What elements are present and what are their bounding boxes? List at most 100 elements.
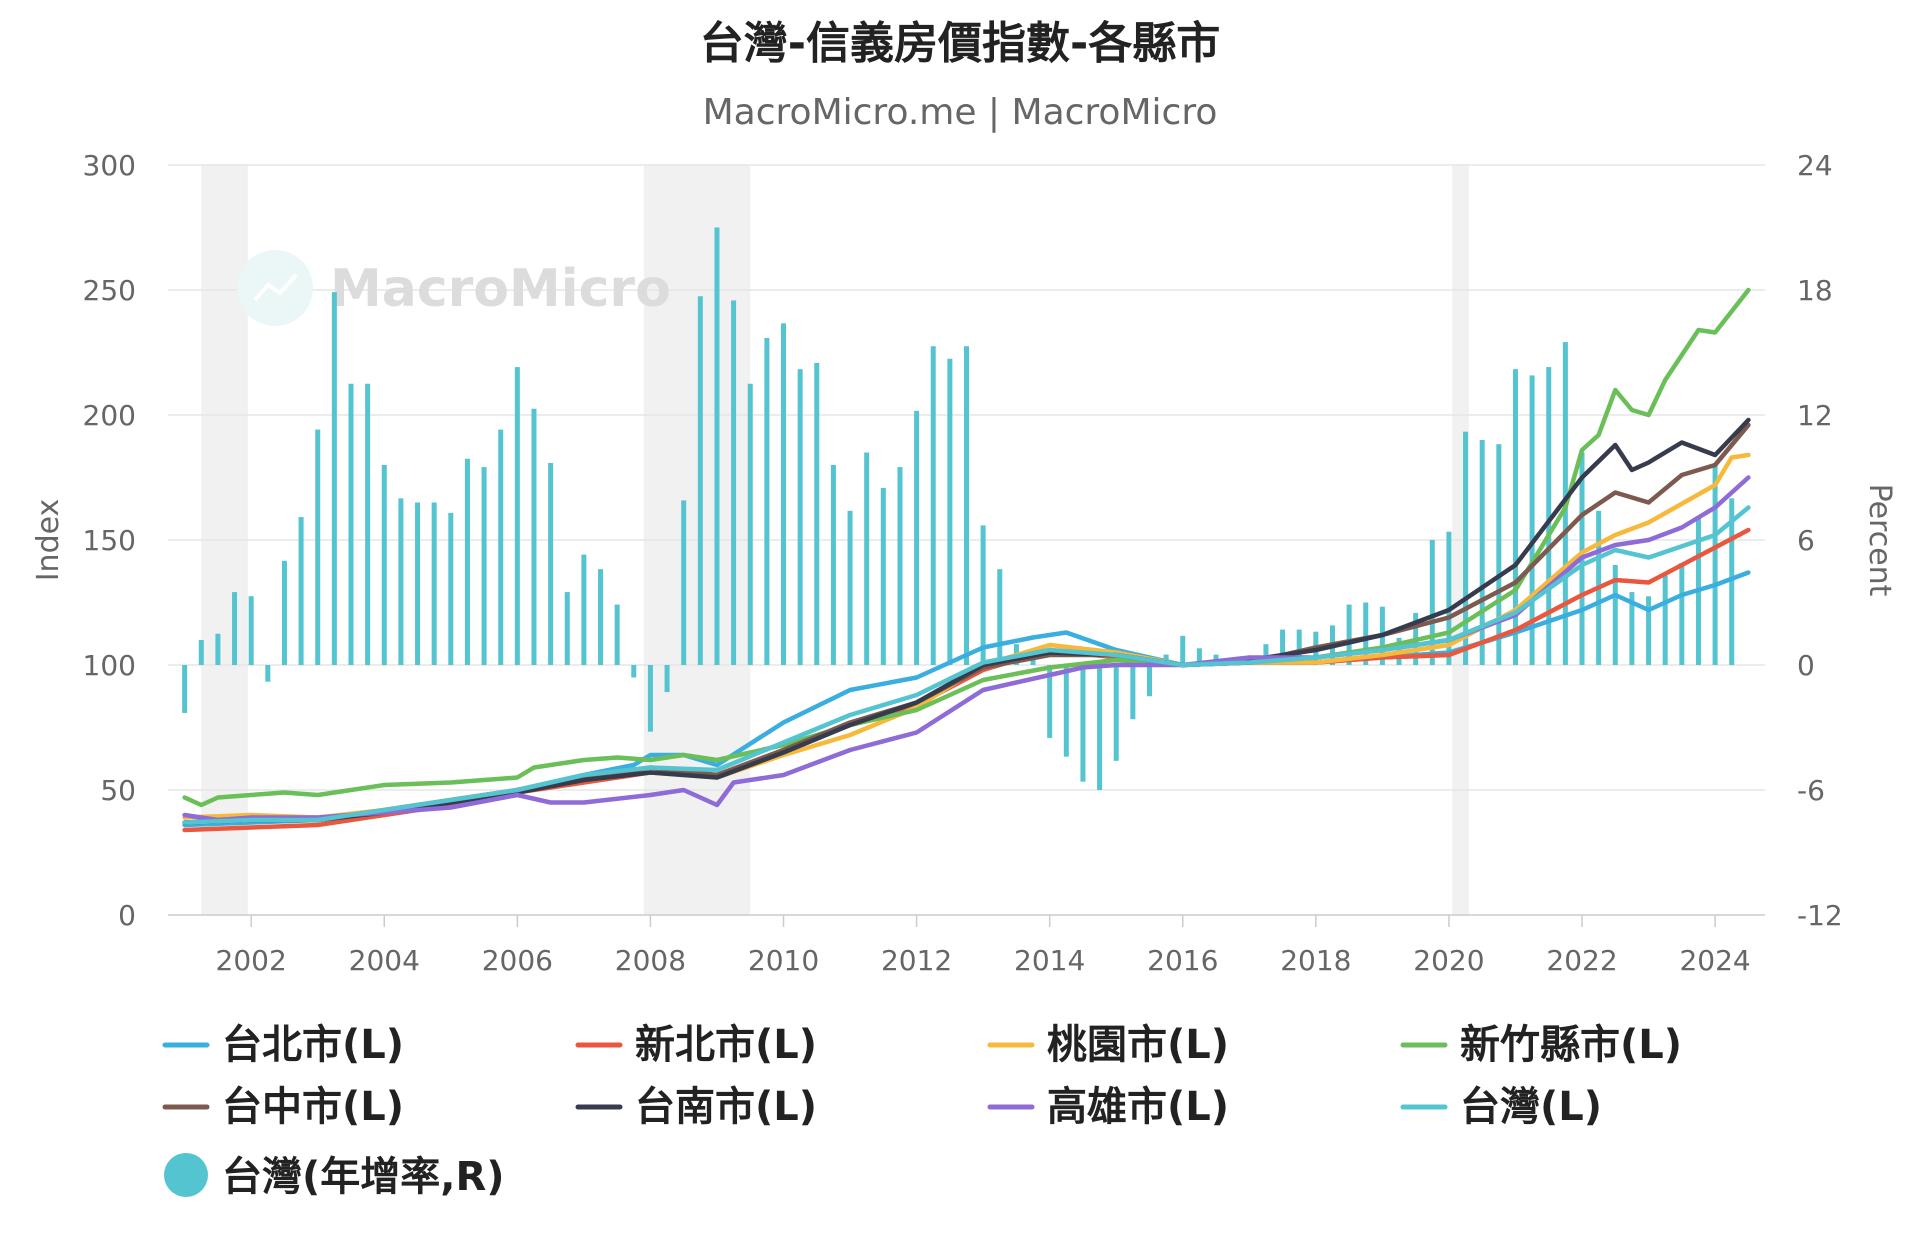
legend-label: 台北市(L) [222,1022,404,1068]
watermark: MacroMicro [237,250,671,326]
legend: 台北市(L) 新北市(L) 桃園市(L) 新竹縣市(L) 台中市(L) 台南市(L) 高雄市… [162,1022,1682,1200]
bar-yoy [1612,565,1618,665]
bar-yoy [980,525,986,665]
bar-yoy [1296,629,1302,665]
bar-yoy [1646,596,1652,665]
y-axis-left: 0 50 100 150 200 250 300 [83,149,136,932]
bar-yoy [864,452,870,665]
bar-yoy [1063,665,1069,757]
bar-yoy [997,569,1003,665]
x-tick-label: 2018 [1280,944,1351,977]
legend-swatch-bar [164,1153,208,1197]
bar-yoy [464,458,470,665]
bar-yoy [1080,665,1086,782]
y-left-tick-label: 0 [118,899,136,932]
bar-yoy [681,500,687,665]
legend-label: 台中市(L) [222,1084,404,1130]
y-left-tick-label: 300 [83,149,136,182]
bar-yoy [880,487,886,665]
series-line-6 [182,475,1751,823]
bar-yoy [548,462,554,665]
x-tick-label: 2022 [1546,944,1617,977]
x-tick-label: 2014 [1014,944,1085,977]
y-axis-right-title: Percent [1862,484,1897,597]
x-tick-label: 2024 [1679,944,1750,977]
bar-yoy [1280,629,1286,665]
y-right-tick-label: 24 [1797,149,1833,182]
bar-yoy [1196,648,1202,665]
bar-yoy [747,383,753,665]
bar-yoy [1429,540,1435,665]
bar-yoy [764,337,770,665]
bar-yoy [1263,644,1269,665]
bar-yoy [498,429,504,665]
chart-subtitle: MacroMicro.me | MacroMicro [703,92,1218,133]
bar-yoy [847,510,853,665]
y-left-tick-label: 250 [83,274,136,307]
bar-yoy [664,665,670,693]
line-series [182,287,1751,833]
bar-yoy [1097,665,1103,790]
bar-yoy [198,640,204,665]
legend-label: 台灣(年增率,R) [222,1154,505,1200]
legend-label: 桃園市(L) [1047,1022,1229,1068]
bar-yoy [248,596,254,665]
bar-yoy [1346,604,1352,665]
bar-yoy [1146,665,1152,697]
bar-yoy [1496,444,1502,665]
bar-yoy [947,358,953,665]
bar-yoy [514,367,520,665]
bar-yoy [781,323,787,665]
bar-yoy [298,517,304,665]
x-tick-label: 2010 [748,944,819,977]
bar-yoy [1729,498,1735,665]
bar-yoy [731,300,737,665]
legend-label: 新竹縣市(L) [1460,1022,1682,1068]
bar-yoy [581,554,587,665]
bar-yoy [1446,531,1452,665]
bar-yoy [381,465,387,665]
bar-yoy [614,604,620,665]
bar-yoy [1629,592,1635,665]
x-tick-label: 2008 [615,944,686,977]
series-line-7 [182,505,1751,825]
bar-yoy [714,227,720,665]
bar-yoy [1679,562,1685,665]
y-left-tick-label: 150 [83,524,136,557]
bar-yoy [1529,375,1535,665]
x-tick-label: 2020 [1413,944,1484,977]
bar-yoy [1662,575,1668,665]
bar-yoy [415,502,421,665]
bar-yoy [598,569,604,665]
y-right-tick-label: -12 [1797,899,1843,932]
bar-yoy [1130,665,1136,720]
x-tick-label: 2004 [349,944,420,977]
bar-yoy [232,592,238,665]
legend-label: 台南市(L) [635,1084,817,1130]
bar-yoy [1512,369,1518,665]
bar-yoy [631,665,637,678]
bar-yoy [830,465,836,665]
bar-yoy [814,362,820,665]
y-right-tick-label: -6 [1797,774,1825,807]
bar-yoy [564,592,570,665]
bar-yoy [647,665,653,732]
y-right-tick-label: 18 [1797,274,1833,307]
bar-yoy [431,502,437,665]
bar-yoy [265,665,271,682]
bar-yoy [398,498,404,665]
bar-yoy [1047,665,1053,738]
x-tick-label: 2016 [1147,944,1218,977]
bar-yoy [1363,602,1369,665]
bar-yoy [365,383,371,665]
bar-yoy [1546,367,1552,665]
bar-yoy [182,665,188,713]
bar-yoy [281,560,287,665]
bar-yoy [1180,635,1186,665]
y-right-tick-label: 12 [1797,399,1833,432]
chart-title: 台灣-信義房價指數-各縣市 [700,18,1221,69]
y-left-tick-label: 100 [83,649,136,682]
legend-label: 台灣(L) [1460,1084,1602,1130]
y-axis-left-title: Index [31,499,66,582]
